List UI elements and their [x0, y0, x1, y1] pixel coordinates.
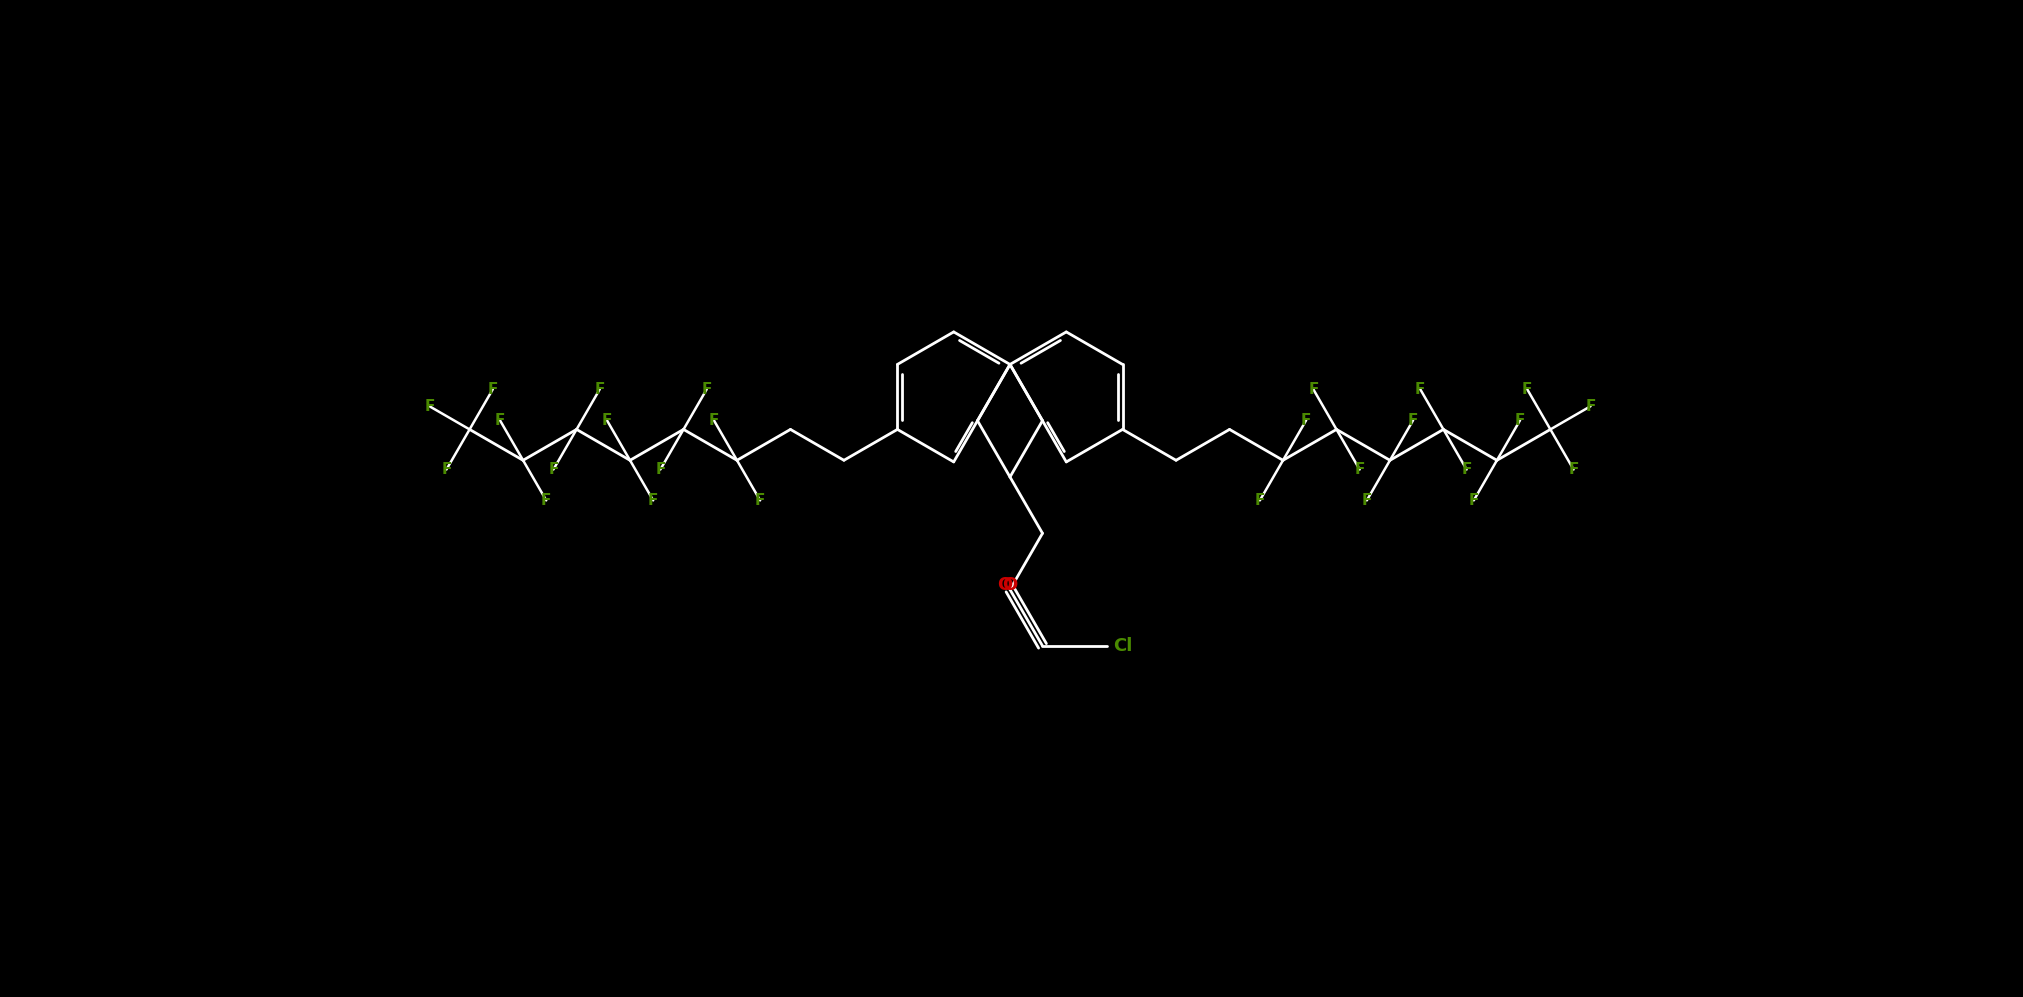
- Text: F: F: [702, 382, 712, 397]
- Text: F: F: [647, 493, 657, 507]
- Text: F: F: [1353, 462, 1364, 477]
- Text: F: F: [1414, 382, 1424, 397]
- Text: F: F: [494, 413, 506, 428]
- Text: F: F: [595, 382, 605, 397]
- Text: F: F: [655, 462, 666, 477]
- Text: F: F: [548, 462, 558, 477]
- Text: F: F: [1469, 493, 1479, 507]
- Text: F: F: [708, 413, 718, 428]
- Text: F: F: [1408, 413, 1418, 428]
- Text: F: F: [1307, 382, 1317, 397]
- Text: F: F: [755, 493, 765, 507]
- Text: Cl: Cl: [1113, 637, 1131, 655]
- Text: F: F: [441, 462, 451, 477]
- Text: F: F: [540, 493, 550, 507]
- Text: F: F: [1513, 413, 1525, 428]
- Text: F: F: [1254, 493, 1264, 507]
- Text: F: F: [1521, 382, 1531, 397]
- Text: F: F: [1361, 493, 1372, 507]
- Text: O: O: [1001, 575, 1018, 593]
- Text: F: F: [1301, 413, 1311, 428]
- Text: O: O: [997, 575, 1012, 593]
- Text: F: F: [1461, 462, 1471, 477]
- Text: F: F: [1568, 462, 1578, 477]
- Text: F: F: [425, 399, 435, 414]
- Text: F: F: [1584, 399, 1594, 414]
- Text: F: F: [601, 413, 611, 428]
- Text: F: F: [488, 382, 498, 397]
